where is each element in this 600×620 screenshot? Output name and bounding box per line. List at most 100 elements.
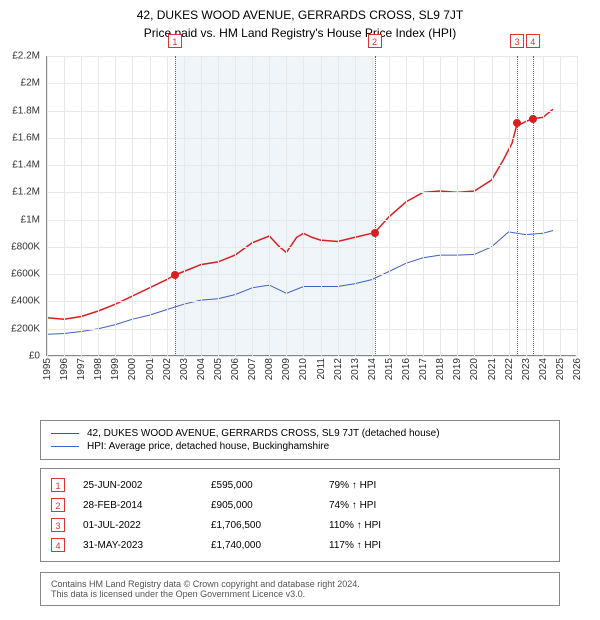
- legend-row-property: 42, DUKES WOOD AVENUE, GERRARDS CROSS, S…: [51, 427, 549, 440]
- vgrid-line: [389, 56, 390, 356]
- xtick-label: 2001: [145, 358, 156, 380]
- vgrid-line: [98, 56, 99, 356]
- vgrid-line: [457, 56, 458, 356]
- xtick-label: 2025: [555, 358, 566, 380]
- event-box-1: 1: [168, 34, 182, 48]
- hgrid-line: [47, 83, 577, 84]
- event-marker-1: [171, 271, 179, 279]
- ytick-label: £2M: [0, 78, 40, 89]
- ytick-label: £2.2M: [0, 51, 40, 62]
- event-pct: 74% ↑ HPI: [329, 500, 449, 511]
- vgrid-line: [526, 56, 527, 356]
- ytick-label: £1.2M: [0, 187, 40, 198]
- event-date: 28-FEB-2014: [83, 500, 193, 511]
- hgrid-line: [47, 301, 577, 302]
- ytick-label: £600K: [0, 269, 40, 280]
- event-price: £905,000: [211, 500, 311, 511]
- event-num: 2: [51, 498, 65, 512]
- footer-line2: This data is licensed under the Open Gov…: [51, 589, 549, 599]
- ytick-label: £800K: [0, 241, 40, 252]
- chart-title: 42, DUKES WOOD AVENUE, GERRARDS CROSS, S…: [0, 0, 600, 22]
- vgrid-line: [355, 56, 356, 356]
- legend-row-hpi: HPI: Average price, detached house, Buck…: [51, 440, 549, 453]
- event-num: 1: [51, 478, 65, 492]
- vgrid-line: [286, 56, 287, 356]
- vgrid-line: [132, 56, 133, 356]
- vgrid-line: [150, 56, 151, 356]
- xtick-label: 2018: [435, 358, 446, 380]
- xtick-label: 2011: [316, 358, 327, 380]
- ytick-label: £400K: [0, 296, 40, 307]
- xtick-label: 1997: [76, 358, 87, 380]
- xtick-label: 2005: [213, 358, 224, 380]
- vgrid-line: [577, 56, 578, 356]
- series-svg: [47, 56, 577, 356]
- ytick-label: £1.4M: [0, 160, 40, 171]
- xtick-label: 1995: [42, 358, 53, 380]
- vgrid-line: [235, 56, 236, 356]
- hgrid-line: [47, 165, 577, 166]
- legend-swatch-property: [51, 433, 79, 434]
- xtick-label: 2020: [469, 358, 480, 380]
- vgrid-line: [372, 56, 373, 356]
- ytick-label: £1M: [0, 214, 40, 225]
- xtick-label: 2017: [418, 358, 429, 380]
- footer-line1: Contains HM Land Registry data © Crown c…: [51, 579, 549, 589]
- xtick-label: 2022: [504, 358, 515, 380]
- event-date: 01-JUL-2022: [83, 520, 193, 531]
- legend-swatch-hpi: [51, 446, 79, 447]
- xtick-label: 2006: [230, 358, 241, 380]
- vgrid-line: [269, 56, 270, 356]
- event-marker-4: [529, 115, 537, 123]
- ytick-label: £200K: [0, 323, 40, 334]
- ytick-label: £1.8M: [0, 105, 40, 116]
- event-pct: 117% ↑ HPI: [329, 540, 449, 551]
- event-num: 3: [51, 518, 65, 532]
- xtick-label: 2016: [401, 358, 412, 380]
- xtick-label: 2023: [521, 358, 532, 380]
- xtick-label: 2013: [350, 358, 361, 380]
- ytick-label: £1.6M: [0, 132, 40, 143]
- xtick-label: 1998: [93, 358, 104, 380]
- vgrid-line: [474, 56, 475, 356]
- hgrid-line: [47, 138, 577, 139]
- event-pct: 110% ↑ HPI: [329, 520, 449, 531]
- event-line-1: [175, 56, 176, 356]
- vgrid-line: [64, 56, 65, 356]
- vgrid-line: [492, 56, 493, 356]
- xtick-label: 2009: [281, 358, 292, 380]
- event-pct: 79% ↑ HPI: [329, 480, 449, 491]
- vgrid-line: [115, 56, 116, 356]
- hgrid-line: [47, 220, 577, 221]
- vgrid-line: [81, 56, 82, 356]
- legend-label-property: 42, DUKES WOOD AVENUE, GERRARDS CROSS, S…: [87, 428, 440, 439]
- vgrid-line: [201, 56, 202, 356]
- event-row-4: 431-MAY-2023£1,740,000117% ↑ HPI: [51, 535, 549, 555]
- event-row-2: 2 28-FEB-2014 £905,000 74% ↑ HPI: [51, 495, 549, 515]
- ytick-label: £0: [0, 351, 40, 362]
- hgrid-line: [47, 111, 577, 112]
- hgrid-line: [47, 192, 577, 193]
- vgrid-line: [167, 56, 168, 356]
- footer: Contains HM Land Registry data © Crown c…: [40, 572, 560, 606]
- plot-region: 1234: [46, 56, 576, 356]
- hgrid-line: [47, 329, 577, 330]
- hgrid-line: [47, 274, 577, 275]
- xtick-label: 1999: [110, 358, 121, 380]
- hgrid-line: [47, 56, 577, 57]
- event-box-4: 4: [526, 34, 540, 48]
- event-line-2: [375, 56, 376, 356]
- event-price: £1,706,500: [211, 520, 311, 531]
- xtick-label: 2014: [367, 358, 378, 380]
- xtick-label: 2024: [538, 358, 549, 380]
- event-box-3: 3: [510, 34, 524, 48]
- event-marker-2: [371, 229, 379, 237]
- xtick-label: 2012: [333, 358, 344, 380]
- xtick-label: 2019: [452, 358, 463, 380]
- event-price: £595,000: [211, 480, 311, 491]
- xtick-label: 2003: [179, 358, 190, 380]
- vgrid-line: [440, 56, 441, 356]
- xtick-label: 2008: [264, 358, 275, 380]
- vgrid-line: [338, 56, 339, 356]
- xtick-label: 2026: [572, 358, 583, 380]
